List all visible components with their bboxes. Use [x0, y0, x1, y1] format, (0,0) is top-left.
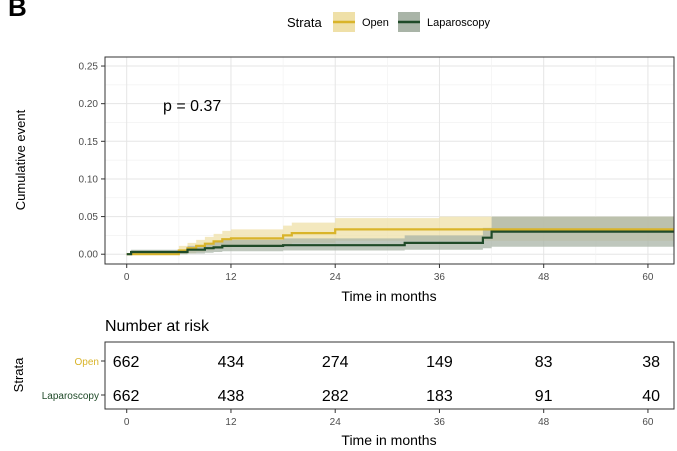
- plot-area: 0.00 0.05 0.10 0.15 0.20 0.25 0 12 24 36 48 60 p =…: [13, 56, 675, 304]
- curve-laparoscopy: [126, 230, 674, 256]
- risk-count: 40: [642, 388, 660, 405]
- risk-count: 183: [426, 388, 453, 405]
- x-tick-label: 0: [124, 272, 130, 283]
- legend: Strata Open Laparoscopy: [287, 12, 490, 32]
- risk-count: 438: [218, 388, 245, 405]
- plot-border: [104, 56, 675, 265]
- risk-count: 149: [426, 354, 453, 371]
- y-axis-ticks: 0.00 0.05 0.10 0.15 0.20 0.25: [79, 62, 105, 261]
- risk-x-tick-label: 0: [124, 417, 130, 428]
- y-axis-title: Cumulative event: [13, 109, 28, 210]
- x-axis-ticks: 0 12 24 36 48 60: [124, 264, 654, 283]
- risk-count: 38: [642, 354, 660, 371]
- risk-count: 434: [218, 354, 245, 371]
- legend-title: Strata: [287, 15, 322, 30]
- risk-table-rows: Open 662 434 274 149 83 38 Laparoscopy 662 438 282…: [42, 354, 660, 405]
- x-tick-label: 36: [434, 272, 446, 283]
- risk-table-title: Number at risk: [105, 318, 210, 335]
- risk-count: 662: [113, 388, 140, 405]
- risk-table-x-ticks: 0 12 24 36 48 60: [124, 409, 654, 428]
- x-axis-title: Time in months: [341, 288, 436, 304]
- x-tick-label: 60: [642, 272, 654, 283]
- y-tick-label: 0.15: [79, 137, 99, 148]
- risk-row-label-laparoscopy: Laparoscopy: [42, 391, 99, 402]
- legend-label-open: Open: [362, 17, 389, 29]
- risk-count: 662: [113, 354, 140, 371]
- p-value-annotation: p = 0.37: [163, 98, 221, 115]
- y-tick-label: 0.05: [79, 212, 99, 223]
- legend-label-laparoscopy: Laparoscopy: [427, 17, 490, 29]
- y-tick-label: 0.25: [79, 62, 99, 73]
- risk-row-label-open: Open: [75, 357, 99, 368]
- x-tick-label: 48: [538, 272, 550, 283]
- x-tick-label: 12: [225, 272, 237, 283]
- risk-table-y-title: Strata: [11, 357, 26, 392]
- risk-count: 282: [322, 388, 349, 405]
- risk-x-tick-label: 24: [330, 417, 342, 428]
- risk-x-tick-label: 36: [434, 417, 446, 428]
- risk-table-border: [104, 341, 675, 410]
- x-tick-label: 24: [330, 272, 342, 283]
- risk-x-tick-label: 48: [538, 417, 550, 428]
- y-tick-label: 0.00: [79, 250, 99, 261]
- risk-x-tick-label: 12: [225, 417, 237, 428]
- curves: [126, 228, 674, 256]
- risk-count: 91: [535, 388, 553, 405]
- risk-count: 83: [535, 354, 553, 371]
- risk-count: 274: [322, 354, 349, 371]
- y-tick-label: 0.10: [79, 174, 99, 185]
- risk-x-tick-label: 60: [642, 417, 654, 428]
- panel-label: B: [8, 0, 27, 22]
- risk-table: Number at risk Open 662 434 274 149 83 38 Lapar…: [11, 318, 675, 448]
- risk-table-x-title: Time in months: [341, 432, 436, 448]
- y-tick-label: 0.20: [79, 99, 99, 110]
